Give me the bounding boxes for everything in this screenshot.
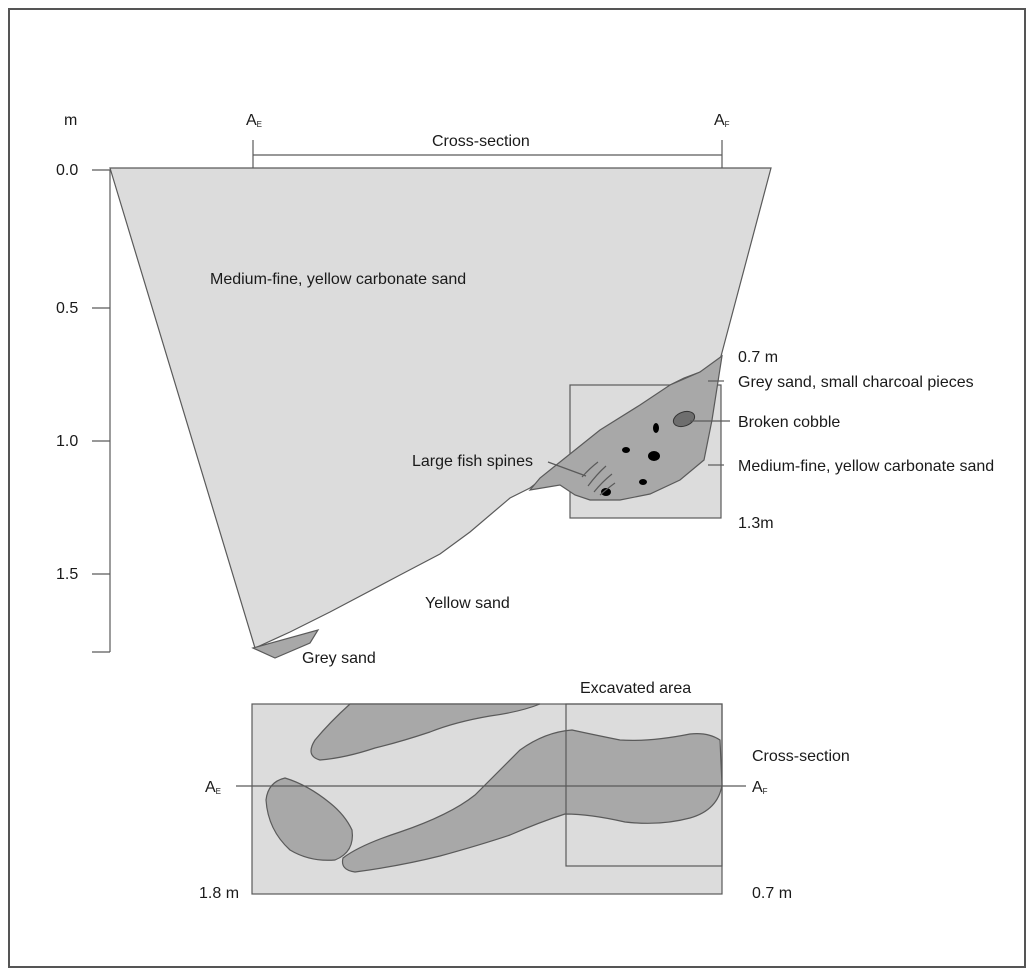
section-header: AE AF Cross-section (246, 112, 730, 170)
grey-sand-tip (251, 629, 320, 659)
charcoal-piece (601, 488, 611, 496)
plan-grey-patch-left (265, 777, 353, 861)
broken-cobble-label: Broken cobble (738, 414, 840, 431)
fish-spine (593, 473, 613, 493)
plan-cross-section-label: Cross-section (752, 748, 850, 765)
fish-spine (587, 465, 607, 487)
plan-grey-patch-top (310, 703, 541, 761)
depth-13-label: 1.3m (738, 515, 774, 532)
plan-grey-patch-main (341, 729, 723, 873)
depth-label-15: 1.5 (56, 566, 78, 583)
fish-spines-label: Large fish spines (412, 453, 533, 470)
section-a-left: AE (246, 112, 262, 129)
excavated-area-label: Excavated area (580, 680, 691, 697)
plan-a-left: AE (205, 779, 221, 796)
charcoal-pieces (601, 423, 660, 496)
depth-label-05: 0.5 (56, 300, 78, 317)
plan-depth-left-label: 1.8 m (199, 885, 239, 902)
section-header-label: Cross-section (432, 133, 530, 150)
fish-spines-leader (547, 461, 587, 477)
charcoal-piece (648, 451, 660, 461)
grey-sand-charcoal-lens (528, 354, 723, 501)
depth-axis: m 0.0 0.5 1.0 1.5 (56, 112, 111, 653)
plan-a-right: AF (752, 779, 768, 796)
depth-label-10: 1.0 (56, 433, 78, 450)
plan-view: Excavated area Cross-section AE AF 1.8 m… (199, 680, 850, 902)
grey-sand-charcoal-label: Grey sand, small charcoal pieces (738, 374, 974, 391)
broken-cobble-shape (672, 410, 696, 428)
charcoal-piece (622, 447, 630, 453)
depth-unit-label: m (64, 112, 77, 129)
plan-excavated-area-box (565, 703, 723, 867)
fish-spine (599, 482, 616, 496)
charcoal-piece (639, 479, 647, 485)
grey-sand-label: Grey sand (302, 650, 376, 667)
depth-label-0: 0.0 (56, 162, 78, 179)
yellow-sand-label: Yellow sand (425, 595, 510, 612)
plan-depth-right-label: 0.7 m (752, 885, 792, 902)
depth-07-label: 0.7 m (738, 349, 778, 366)
upper-layer-label: Medium-fine, yellow carbonate sand (210, 271, 466, 288)
section-a-right: AF (714, 112, 730, 129)
lower-layer-label: Medium-fine, yellow carbonate sand (738, 458, 994, 475)
charcoal-piece (653, 423, 659, 433)
